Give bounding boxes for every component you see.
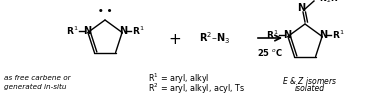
Text: +: + <box>169 32 181 48</box>
Text: N: N <box>297 3 305 13</box>
Text: R$^1$: R$^1$ <box>332 28 344 41</box>
Text: as free carbene or: as free carbene or <box>4 75 71 81</box>
Text: R$^1$: R$^1$ <box>132 24 144 37</box>
Text: N: N <box>283 30 291 40</box>
Text: N$_2$R$^2$: N$_2$R$^2$ <box>319 0 342 5</box>
Text: N: N <box>119 26 127 36</box>
Text: R$^1$: R$^1$ <box>66 24 78 37</box>
Text: • •: • • <box>98 7 112 16</box>
Text: R$^2$–N$_3$: R$^2$–N$_3$ <box>200 30 231 46</box>
Text: 25 $^o$C: 25 $^o$C <box>257 46 283 57</box>
Text: N: N <box>319 30 327 40</box>
Text: R$^1$ = aryl, alkyl: R$^1$ = aryl, alkyl <box>148 72 209 86</box>
Text: N: N <box>83 26 91 36</box>
Text: R$^2$ = aryl, alkyl, acyl, Ts: R$^2$ = aryl, alkyl, acyl, Ts <box>148 82 245 93</box>
Text: $E$ & $Z$ isomers: $E$ & $Z$ isomers <box>282 75 338 86</box>
Text: R$^1$: R$^1$ <box>266 28 278 41</box>
Text: generated in-situ: generated in-situ <box>4 84 67 90</box>
Text: isolated: isolated <box>295 84 325 93</box>
